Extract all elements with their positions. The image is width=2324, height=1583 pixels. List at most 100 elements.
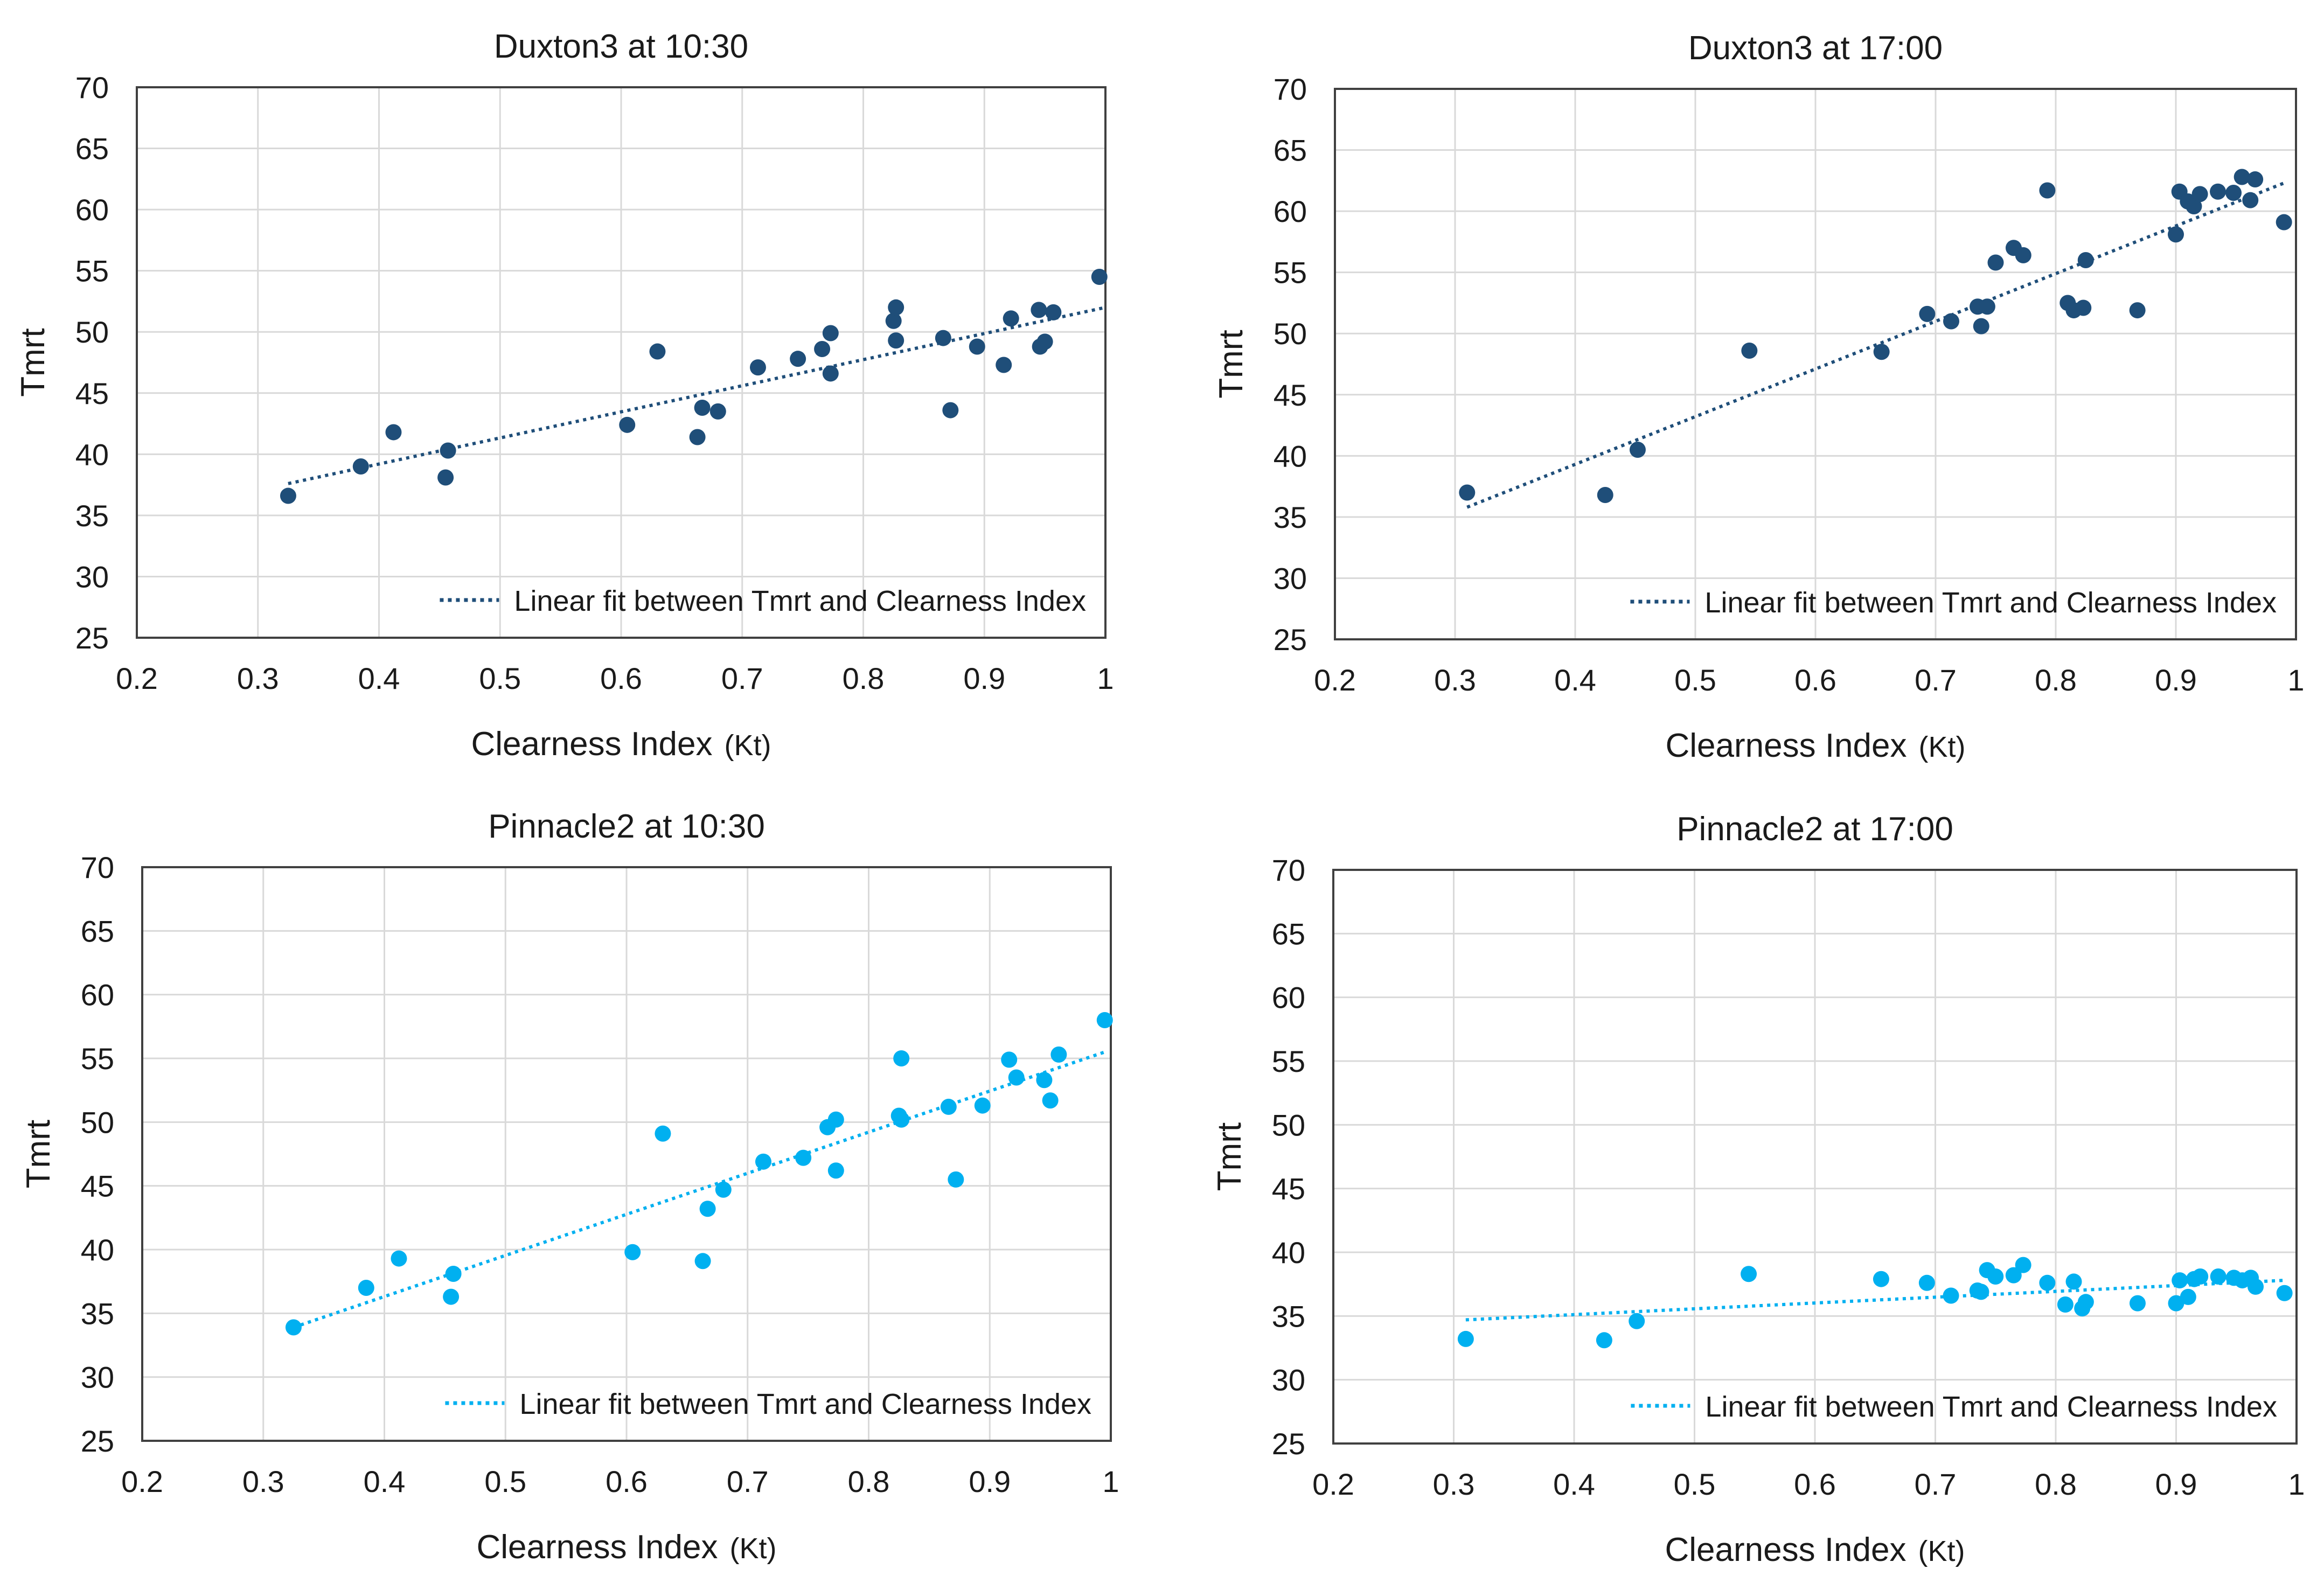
x-tick-label: 0.7 <box>1915 663 1957 697</box>
data-point <box>2233 169 2250 185</box>
data-point <box>2242 192 2259 208</box>
x-tick-label: 0.2 <box>116 661 158 695</box>
x-tick-label: 1 <box>2288 1467 2305 1501</box>
x-tick-label: 0.3 <box>237 661 279 695</box>
data-point <box>1943 1287 1959 1304</box>
data-point <box>437 469 454 486</box>
x-axis-label-text: Clearness Index <box>476 1529 718 1566</box>
plot-frame <box>1332 869 2298 1445</box>
data-point <box>2075 299 2092 316</box>
y-tick-label: 60 <box>75 193 109 227</box>
chart-panel-2: 0.2 0.3 0.4 0.5 0.6 0.7 0.8 0.9 1 70 65 60 55 50 45 40 3… <box>1213 30 2305 764</box>
data-point <box>280 487 296 504</box>
y-tick-label: 25 <box>81 1424 114 1458</box>
trendline <box>1466 182 2285 509</box>
y-tick-label: 65 <box>75 132 109 166</box>
data-point <box>2168 1295 2184 1312</box>
data-point <box>827 1111 844 1128</box>
y-tick-label: 35 <box>1274 500 1307 534</box>
x-axis-label-unit: (Kt) <box>1919 731 1966 763</box>
x-axis-label: Clearness Index (Kt) <box>1665 1531 1965 1568</box>
x-tick-label: 0.2 <box>1314 663 1356 697</box>
y-tick-label: 55 <box>81 1042 114 1076</box>
data-point <box>715 1181 732 1198</box>
y-tick-label: 50 <box>1274 317 1307 351</box>
data-point <box>285 1319 302 1336</box>
y-axis-label: Tmrt <box>1213 330 1250 398</box>
data-point <box>822 325 839 341</box>
data-point <box>1031 302 1047 318</box>
data-point <box>709 403 726 420</box>
data-point <box>2191 186 2208 203</box>
x-tick-label: 0.9 <box>963 661 1005 695</box>
data-point <box>440 442 456 459</box>
x-tick-label: 0.7 <box>721 661 763 695</box>
x-tick-label: 0.3 <box>1434 663 1476 697</box>
x-axis-label-text: Clearness Index <box>1665 727 1906 764</box>
y-axis-label: Tmrt <box>1211 1122 1248 1191</box>
data-point <box>2065 1273 2082 1290</box>
plot-frame <box>141 866 1112 1442</box>
chart-title: Duxton3 at 10:30 <box>494 28 748 65</box>
data-point <box>1597 487 1613 504</box>
y-tick-label: 55 <box>1274 256 1307 290</box>
y-tick-label: 30 <box>1272 1363 1305 1397</box>
x-axis-label-text: Clearness Index <box>471 726 712 763</box>
y-tick-label: 50 <box>1272 1108 1305 1142</box>
data-point <box>1629 441 1646 458</box>
data-point <box>1873 344 1890 360</box>
data-point <box>2210 183 2226 200</box>
data-point <box>2186 198 2202 215</box>
data-point <box>2039 182 2056 199</box>
x-tick-label: 1 <box>2287 663 2304 697</box>
data-point <box>1003 310 1019 327</box>
y-tick-label: 30 <box>1274 561 1307 595</box>
data-point <box>694 1253 711 1270</box>
data-point <box>749 359 766 376</box>
y-tick-label: 50 <box>75 315 109 349</box>
x-tick-label: 0.7 <box>1915 1467 1957 1501</box>
y-axis-label: Tmrt <box>15 328 52 396</box>
trendline <box>1465 1279 2285 1322</box>
legend-label: Linear fit between Tmrt and Clearness In… <box>1705 1391 2277 1423</box>
chart-panel-3: 0.2 0.3 0.4 0.5 0.6 0.7 0.8 0.9 1 70 65 60 55 50 45 40 3… <box>20 808 1119 1566</box>
data-point <box>1596 1332 1612 1349</box>
data-point <box>827 1162 844 1179</box>
legend-label: Linear fit between Tmrt and Clearness In… <box>514 585 1086 617</box>
data-point <box>1036 1072 1053 1089</box>
data-point <box>2225 185 2242 201</box>
chart-title: Duxton3 at 17:00 <box>1688 30 1943 67</box>
data-point <box>624 1244 641 1260</box>
data-point <box>649 343 666 360</box>
x-tick-label: 0.5 <box>1674 663 1716 697</box>
y-axis-label: Tmrt <box>20 1120 57 1188</box>
y-tick-label: 55 <box>75 254 109 288</box>
y-tick-label: 45 <box>1274 378 1307 412</box>
data-point <box>1918 1274 1935 1291</box>
y-tick-label: 70 <box>1274 72 1307 106</box>
y-tick-label: 30 <box>81 1361 114 1394</box>
x-axis-label-unit: (Kt) <box>1918 1535 1965 1567</box>
data-point <box>1741 1266 1757 1282</box>
y-tick-label: 45 <box>75 376 109 410</box>
data-point <box>1001 1051 1018 1068</box>
y-tick-label: 25 <box>1274 623 1307 657</box>
data-point <box>2168 226 2184 243</box>
y-tick-label: 70 <box>1272 853 1305 887</box>
plot-frame <box>1334 88 2297 640</box>
data-point <box>1973 1284 1989 1300</box>
data-point <box>2129 302 2146 319</box>
data-point <box>2172 1272 2188 1289</box>
data-point <box>694 400 711 416</box>
data-point <box>1042 1092 1059 1109</box>
data-point <box>358 1280 374 1296</box>
x-tick-label: 0.3 <box>242 1465 284 1498</box>
data-point <box>1008 1069 1025 1086</box>
data-point <box>790 351 806 367</box>
data-point <box>1741 343 1758 359</box>
data-point <box>2247 171 2264 188</box>
data-point <box>655 1125 671 1142</box>
x-tick-label: 0.4 <box>358 661 400 695</box>
data-point <box>1050 1046 1067 1063</box>
chart-panel-1: 0.2 0.3 0.4 0.5 0.6 0.7 0.8 0.9 1 70 65 60 55 50 45 40 3… <box>15 28 1114 763</box>
